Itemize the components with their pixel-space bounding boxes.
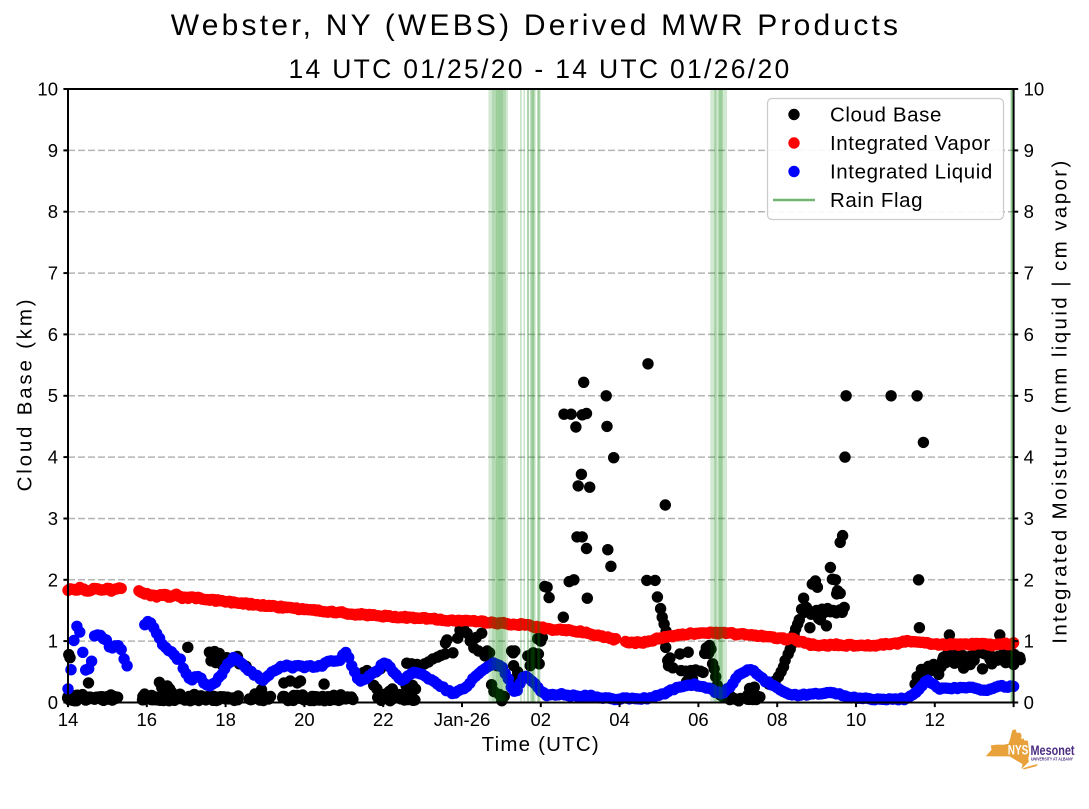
svg-text:9: 9: [48, 140, 58, 161]
svg-text:18: 18: [215, 709, 236, 730]
svg-text:UNIVERSITY AT ALBANY: UNIVERSITY AT ALBANY: [1031, 756, 1073, 761]
svg-text:1: 1: [48, 631, 58, 652]
svg-text:Mesonet: Mesonet: [1031, 742, 1075, 758]
svg-text:0: 0: [1024, 692, 1034, 713]
svg-text:4: 4: [48, 447, 58, 468]
svg-text:4: 4: [1024, 447, 1034, 468]
svg-text:12: 12: [925, 709, 946, 730]
svg-text:0: 0: [48, 692, 58, 713]
svg-text:5: 5: [48, 385, 58, 406]
svg-text:04: 04: [609, 709, 630, 730]
svg-text:10: 10: [1024, 79, 1045, 100]
svg-text:Time (UTC): Time (UTC): [482, 733, 600, 756]
svg-text:Webster, NY (WEBS) Derived MWR: Webster, NY (WEBS) Derived MWR Products: [171, 9, 902, 42]
svg-text:8: 8: [48, 201, 58, 222]
svg-text:7: 7: [1024, 263, 1034, 284]
svg-text:Integrated Liquid: Integrated Liquid: [830, 161, 993, 184]
svg-text:14: 14: [58, 709, 79, 730]
svg-text:6: 6: [1024, 324, 1034, 345]
svg-text:Integrated Moisture (mm liquid: Integrated Moisture (mm liquid | cm vapo…: [1049, 158, 1072, 644]
svg-text:Integrated Vapor: Integrated Vapor: [830, 132, 991, 155]
svg-text:8: 8: [1024, 201, 1034, 222]
svg-text:08: 08: [767, 709, 788, 730]
svg-text:14 UTC 01/25/20 - 14 UTC 01/26: 14 UTC 01/25/20 - 14 UTC 01/26/20: [288, 54, 791, 84]
svg-text:Cloud Base: Cloud Base: [830, 104, 942, 127]
svg-text:10: 10: [37, 79, 58, 100]
svg-text:7: 7: [48, 263, 58, 284]
svg-text:2: 2: [1024, 569, 1034, 590]
svg-text:1: 1: [1024, 631, 1034, 652]
svg-text:Rain Flag: Rain Flag: [830, 189, 923, 212]
svg-text:3: 3: [48, 508, 58, 529]
svg-text:22: 22: [373, 709, 394, 730]
svg-text:5: 5: [1024, 385, 1034, 406]
svg-text:6: 6: [48, 324, 58, 345]
svg-text:10: 10: [846, 709, 867, 730]
svg-text:9: 9: [1024, 140, 1034, 161]
svg-text:20: 20: [294, 709, 315, 730]
svg-text:Jan-26: Jan-26: [434, 709, 491, 730]
svg-text:3: 3: [1024, 508, 1034, 529]
svg-text:Cloud Base (km): Cloud Base (km): [14, 297, 37, 492]
svg-text:06: 06: [688, 709, 709, 730]
svg-text:16: 16: [137, 709, 158, 730]
svg-text:02: 02: [531, 709, 552, 730]
svg-text:NYS: NYS: [1008, 742, 1029, 758]
svg-text:2: 2: [48, 569, 58, 590]
